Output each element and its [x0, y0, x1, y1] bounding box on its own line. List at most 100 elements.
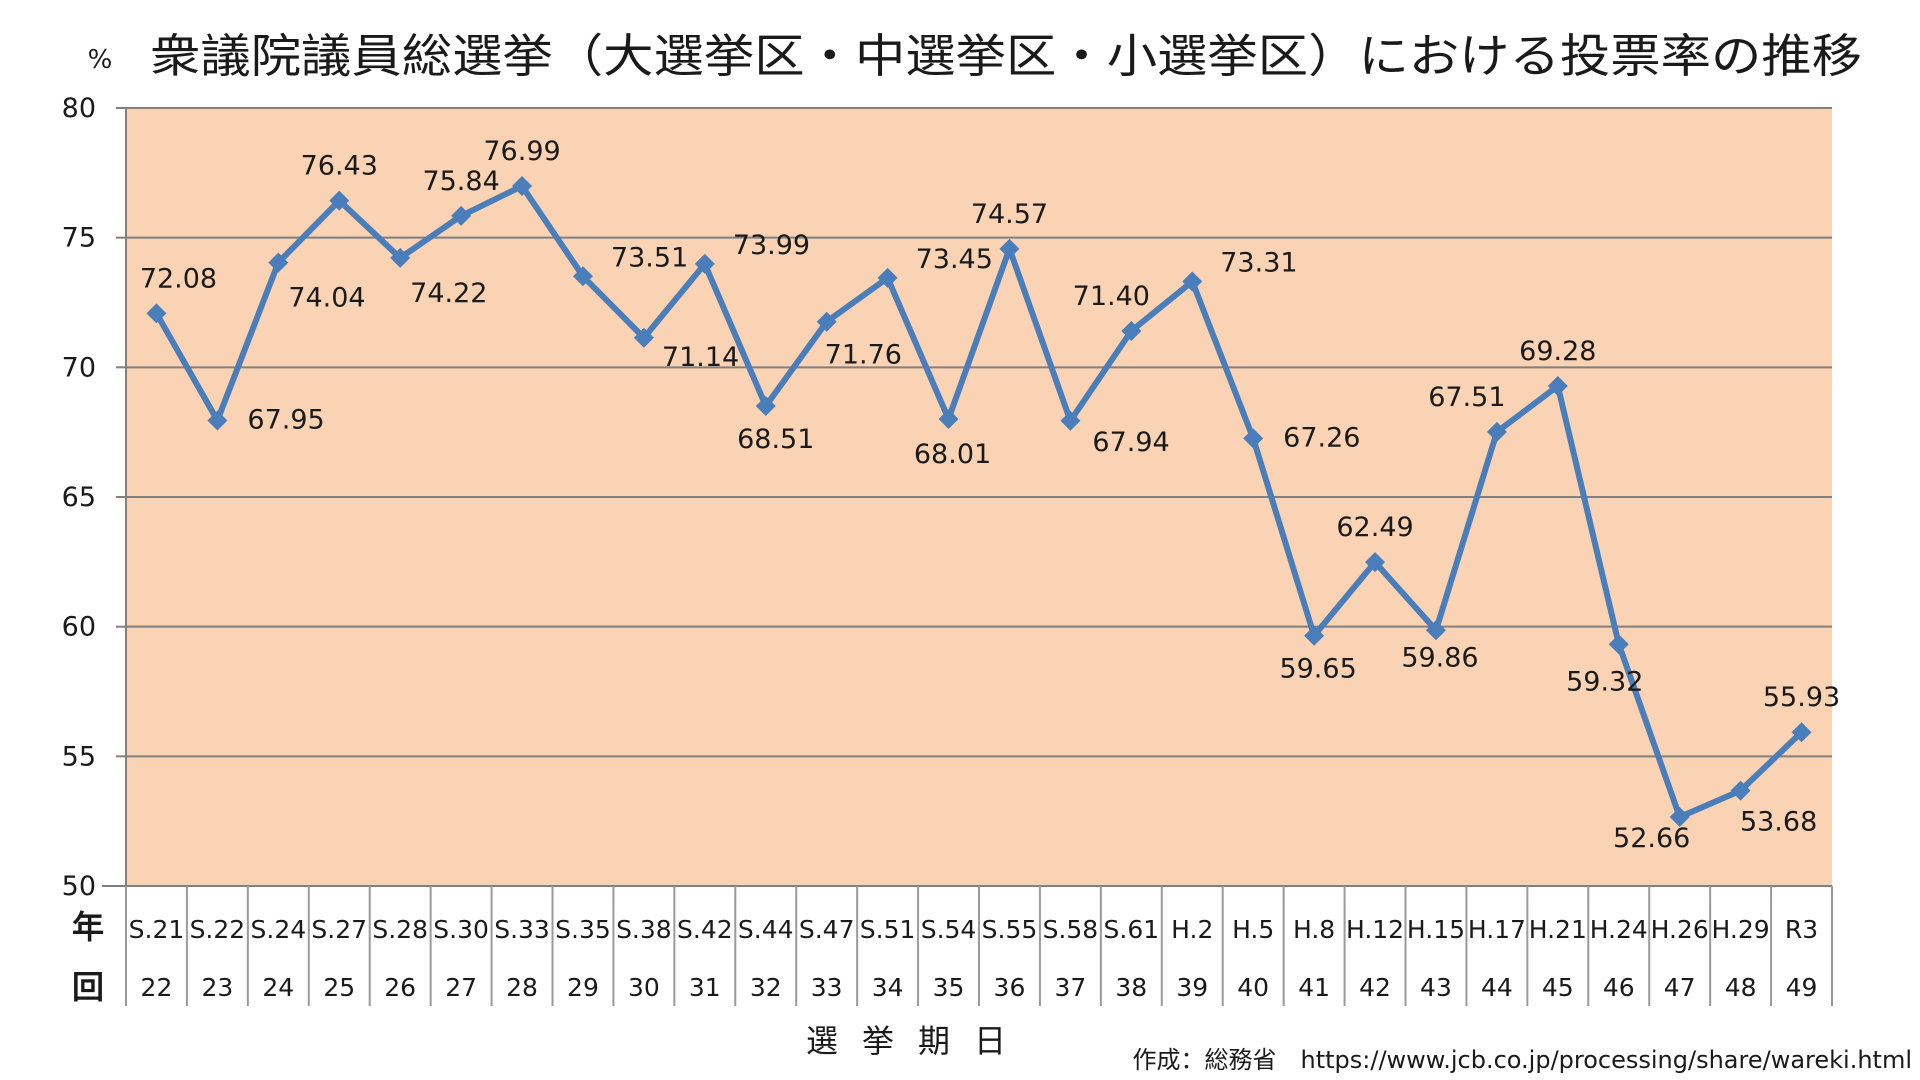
year-label-S.30: S.30	[433, 915, 489, 944]
year-label-S.38: S.38	[616, 915, 672, 944]
year-label-S.27: S.27	[311, 915, 367, 944]
year-label-H.12: H.12	[1346, 915, 1404, 944]
data-label-S.54: 68.01	[914, 439, 991, 470]
round-label-46: 46	[1603, 973, 1635, 1002]
round-label-40: 40	[1237, 973, 1269, 1002]
data-label-S.55: 74.57	[971, 199, 1048, 230]
x-axis-title: 選挙期日	[806, 1022, 1030, 1060]
year-label-S.47: S.47	[799, 915, 855, 944]
data-label-S.35: 73.51	[611, 242, 688, 273]
source-note: 作成：総務省 https://www.jcb.co.jp/processing/…	[1133, 1046, 1912, 1074]
data-point-H.5	[1243, 428, 1264, 449]
data-point-H.29	[1730, 780, 1751, 801]
data-point-S.24	[268, 252, 289, 273]
data-point-H.24	[1608, 634, 1629, 655]
round-label-29: 29	[567, 973, 599, 1002]
year-label-S.35: S.35	[555, 915, 611, 944]
data-label-R3: 55.93	[1763, 682, 1840, 713]
data-point-S.22	[207, 410, 228, 431]
year-label-S.51: S.51	[860, 915, 916, 944]
round-label-27: 27	[445, 973, 477, 1002]
round-label-44: 44	[1481, 973, 1513, 1002]
round-label-32: 32	[750, 973, 782, 1002]
data-point-S.27	[329, 190, 350, 211]
data-point-H.12	[1365, 552, 1386, 573]
round-label-39: 39	[1176, 973, 1208, 1002]
round-label-45: 45	[1542, 973, 1574, 1002]
row-header-round: 回	[72, 968, 104, 1006]
data-label-S.47: 71.76	[825, 340, 902, 371]
data-point-S.35	[572, 266, 593, 287]
year-label-S.55: S.55	[982, 915, 1038, 944]
row-header-year: 年	[72, 908, 104, 946]
year-label-H.21: H.21	[1529, 915, 1587, 944]
data-label-H.8: 59.65	[1279, 654, 1356, 685]
y-tick-label-60: 60	[62, 612, 96, 643]
data-point-H.17	[1486, 421, 1507, 442]
round-label-22: 22	[141, 973, 173, 1002]
data-point-S.47	[816, 311, 837, 332]
round-label-37: 37	[1054, 973, 1086, 1002]
data-point-H.8	[1304, 625, 1325, 646]
data-point-S.28	[390, 247, 411, 268]
y-axis-unit: %	[88, 45, 113, 75]
data-label-S.58: 67.94	[1092, 427, 1169, 458]
series-line	[153, 183, 1804, 820]
data-label-S.30: 75.84	[422, 166, 499, 197]
data-label-S.38: 71.14	[662, 342, 739, 373]
year-label-S.33: S.33	[494, 915, 550, 944]
year-label-H.29: H.29	[1712, 915, 1770, 944]
data-point-S.51	[877, 267, 898, 288]
year-label-H.2: H.2	[1171, 915, 1213, 944]
data-label-S.27: 76.43	[301, 151, 378, 182]
year-label-H.17: H.17	[1468, 915, 1526, 944]
round-label-26: 26	[384, 973, 416, 1002]
data-point-S.55	[999, 238, 1020, 259]
round-label-25: 25	[323, 973, 355, 1002]
plot-area: 80 75 70 65 60 55 50 72.08 67.95 74.04 76.43 74.22 7…	[62, 93, 1841, 902]
data-point-S.21	[146, 303, 167, 324]
year-label-S.58: S.58	[1043, 915, 1099, 944]
round-label-47: 47	[1664, 973, 1696, 1002]
round-label-43: 43	[1420, 973, 1452, 1002]
data-point-S.30	[451, 205, 472, 226]
y-tick-label-50: 50	[62, 871, 96, 902]
year-label-H.15: H.15	[1407, 915, 1465, 944]
data-point-H.26	[1669, 807, 1690, 828]
data-label-H.2: 73.31	[1220, 247, 1297, 278]
data-label-H.21: 69.28	[1519, 336, 1596, 367]
data-label-S.21: 72.08	[140, 263, 217, 294]
round-label-30: 30	[628, 973, 660, 1002]
year-label-R3: R3	[1785, 915, 1818, 944]
data-point-S.54	[938, 408, 959, 429]
data-label-S.61: 71.40	[1073, 281, 1150, 312]
round-label-38: 38	[1115, 973, 1147, 1002]
data-point-H.15	[1425, 620, 1446, 641]
category-table: 年回 S.21 22 S.22 23 S.24 24 S.27 25 S.28 26 S.30 27 S.…	[72, 885, 1833, 1006]
data-label-H.5: 67.26	[1283, 422, 1360, 453]
y-tick-label-80: 80	[62, 93, 96, 124]
year-label-S.24: S.24	[251, 915, 307, 944]
data-point-S.61	[1121, 321, 1142, 342]
y-tick-label-75: 75	[62, 223, 96, 254]
year-label-H.8: H.8	[1293, 915, 1335, 944]
data-label-S.51: 73.45	[916, 244, 993, 275]
data-point-S.38	[633, 327, 654, 348]
year-label-S.42: S.42	[677, 915, 733, 944]
data-label-H.17: 67.51	[1428, 382, 1505, 413]
data-label-H.12: 62.49	[1336, 512, 1413, 543]
data-point-H.21	[1547, 376, 1568, 397]
y-tick-label-70: 70	[62, 352, 96, 383]
data-label-H.15: 59.86	[1401, 642, 1478, 673]
chart-title: 衆議院議員総選挙（大選挙区・中選挙区・小選挙区）における投票率の推移	[150, 29, 1862, 83]
round-label-31: 31	[689, 973, 721, 1002]
data-label-H.26: 52.66	[1613, 823, 1690, 854]
round-label-36: 36	[994, 973, 1026, 1002]
year-label-S.21: S.21	[129, 915, 185, 944]
round-label-41: 41	[1298, 973, 1330, 1002]
data-label-S.22: 67.95	[247, 404, 324, 435]
data-point-S.42	[694, 253, 715, 274]
round-label-24: 24	[262, 973, 294, 1002]
data-label-H.29: 53.68	[1740, 807, 1817, 838]
round-label-49: 49	[1786, 973, 1818, 1002]
